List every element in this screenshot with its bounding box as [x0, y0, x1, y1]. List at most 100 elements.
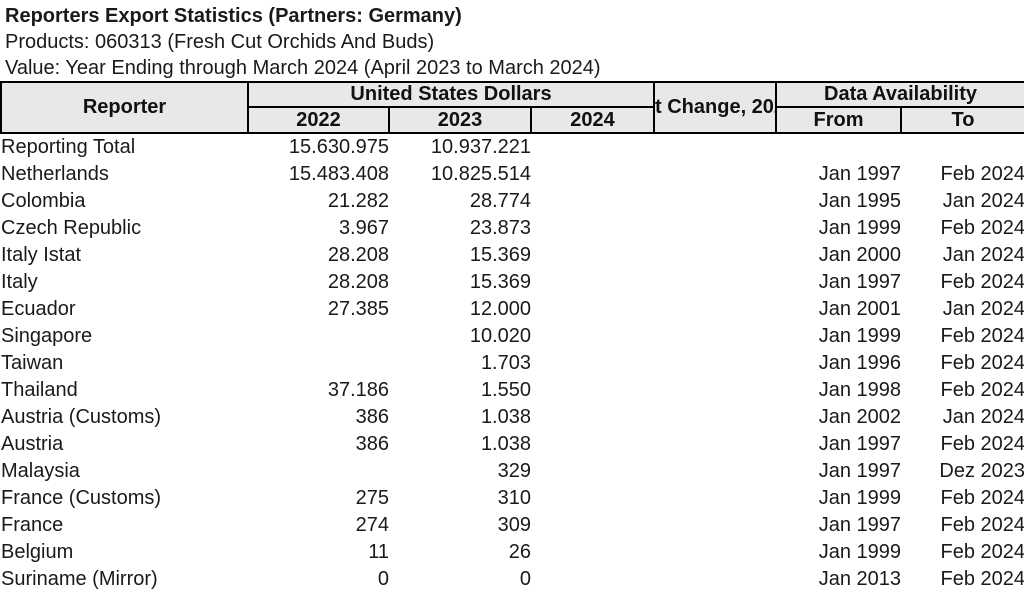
cell-to: Dez 2023: [939, 460, 1024, 482]
cell-reporter: Reporting Total: [1, 136, 136, 158]
cell-from: Jan 1997: [818, 514, 902, 536]
cell-from: Jan 1995: [818, 190, 902, 212]
header-year-2022: 2022: [247, 106, 390, 134]
export-statistics-table: Reporter United States Dollars t Change,…: [0, 81, 1024, 593]
cell-2022: 15.483.408: [288, 163, 389, 185]
cell-reporter: Czech Republic: [1, 217, 142, 239]
cell-2022: 28.208: [327, 271, 389, 293]
cell-2023: 10.937.221: [430, 136, 531, 158]
cell-reporter: Thailand: [1, 379, 78, 401]
cell-2024: [531, 458, 654, 485]
cell-change: [654, 431, 776, 458]
cell-to: Feb 2024: [940, 379, 1024, 401]
table-row: Ecuador 27.385 12.000 Jan 2001 Jan 2024: [1, 296, 1024, 323]
cell-2022: 27.385: [327, 298, 389, 320]
cell-change: [654, 296, 776, 323]
cell-2022: 21.282: [327, 190, 389, 212]
table-row: Netherlands 15.483.408 10.825.514 Jan 19…: [1, 161, 1024, 188]
cell-change: [654, 539, 776, 566]
cell-2024: [531, 431, 654, 458]
cell-change: [654, 350, 776, 377]
table-body: Reporting Total 15.630.975 10.937.221 Ne…: [1, 133, 1024, 593]
header-reporter: Reporter: [0, 81, 249, 134]
cell-2024: [531, 215, 654, 242]
cell-from: Jan 1996: [818, 352, 902, 374]
cell-2023: 0: [519, 568, 531, 590]
cell-2023: 12.000: [469, 298, 531, 320]
cell-to: Feb 2024: [940, 217, 1024, 239]
table-row: Italy 28.208 15.369 Jan 1997 Feb 2024: [1, 269, 1024, 296]
cell-2024: [531, 350, 654, 377]
cell-2024: [531, 485, 654, 512]
table-row: Thailand 37.186 1.550 Jan 1998 Feb 2024: [1, 377, 1024, 404]
header-from: From: [775, 106, 903, 134]
cell-reporter: Singapore: [1, 325, 93, 347]
table-row: Czech Republic 3.967 23.873 Jan 1999 Feb…: [1, 215, 1024, 242]
table-row: Reporting Total 15.630.975 10.937.221: [1, 133, 1024, 161]
cell-reporter: Italy: [1, 271, 38, 293]
cell-from: Jan 1997: [818, 271, 902, 293]
cell-from: [776, 133, 901, 161]
cell-from: Jan 1999: [818, 325, 902, 347]
cell-reporter: Belgium: [1, 541, 74, 563]
cell-2024: [531, 323, 654, 350]
cell-to: Jan 2024: [942, 190, 1024, 212]
cell-2023: 23.873: [469, 217, 531, 239]
cell-2022: [248, 350, 389, 377]
cell-reporter: Colombia: [1, 190, 86, 212]
cell-from: Jan 1998: [818, 379, 902, 401]
cell-2022: 275: [355, 487, 389, 509]
cell-from: Jan 1999: [818, 487, 902, 509]
cell-reporter: France: [1, 514, 64, 536]
table-row: Italy Istat 28.208 15.369 Jan 2000 Jan 2…: [1, 242, 1024, 269]
report-header: Reporters Export Statistics (Partners: G…: [0, 0, 1024, 81]
cell-reporter: Austria: [1, 433, 64, 455]
cell-change: [654, 188, 776, 215]
cell-2024: [531, 404, 654, 431]
cell-2022: [248, 323, 389, 350]
cell-change: [654, 242, 776, 269]
cell-change: [654, 133, 776, 161]
cell-change: [654, 323, 776, 350]
cell-2022: 0: [377, 568, 389, 590]
cell-2022: 3.967: [338, 217, 389, 239]
cell-to: Feb 2024: [940, 487, 1024, 509]
header-percent-change: t Change, 202: [653, 81, 778, 134]
cell-to: Feb 2024: [940, 163, 1024, 185]
cell-2022: 37.186: [327, 379, 389, 401]
cell-from: Jan 2013: [818, 568, 902, 590]
cell-from: Jan 1997: [818, 163, 902, 185]
cell-from: Jan 1997: [818, 433, 902, 455]
header-year-2023: 2023: [388, 106, 532, 134]
cell-reporter: Suriname (Mirror): [1, 568, 158, 590]
cell-reporter: Austria (Customs): [1, 406, 162, 428]
cell-to: [901, 133, 1024, 161]
cell-2024: [531, 566, 654, 593]
cell-2023: 15.369: [469, 271, 531, 293]
cell-2023: 329: [497, 460, 531, 482]
report-title: Reporters Export Statistics (Partners: G…: [5, 5, 462, 27]
cell-2023: 10.825.514: [430, 163, 531, 185]
cell-2022: [248, 458, 389, 485]
cell-2022: 28.208: [327, 244, 389, 266]
report-value-period: Value: Year Ending through March 2024 (A…: [5, 57, 601, 79]
cell-reporter: Malaysia: [1, 460, 80, 482]
table-header: Reporter United States Dollars t Change,…: [0, 81, 1024, 134]
cell-to: Feb 2024: [940, 568, 1024, 590]
cell-from: Jan 1999: [818, 217, 902, 239]
cell-reporter: Netherlands: [1, 163, 109, 185]
cell-reporter: Taiwan: [1, 352, 64, 374]
cell-change: [654, 458, 776, 485]
cell-to: Feb 2024: [940, 514, 1024, 536]
cell-2024: [531, 269, 654, 296]
cell-change: [654, 566, 776, 593]
header-usd-group: United States Dollars: [246, 81, 656, 108]
table-row: France (Customs) 275 310 Jan 1999 Feb 20…: [1, 485, 1024, 512]
cell-reporter: Italy Istat: [1, 244, 82, 266]
cell-change: [654, 485, 776, 512]
header-to: To: [900, 106, 1024, 134]
cell-2024: [531, 539, 654, 566]
cell-from: Jan 1999: [818, 541, 902, 563]
table-row: Austria 386 1.038 Jan 1997 Feb 2024: [1, 431, 1024, 458]
cell-2022: 386: [355, 406, 389, 428]
